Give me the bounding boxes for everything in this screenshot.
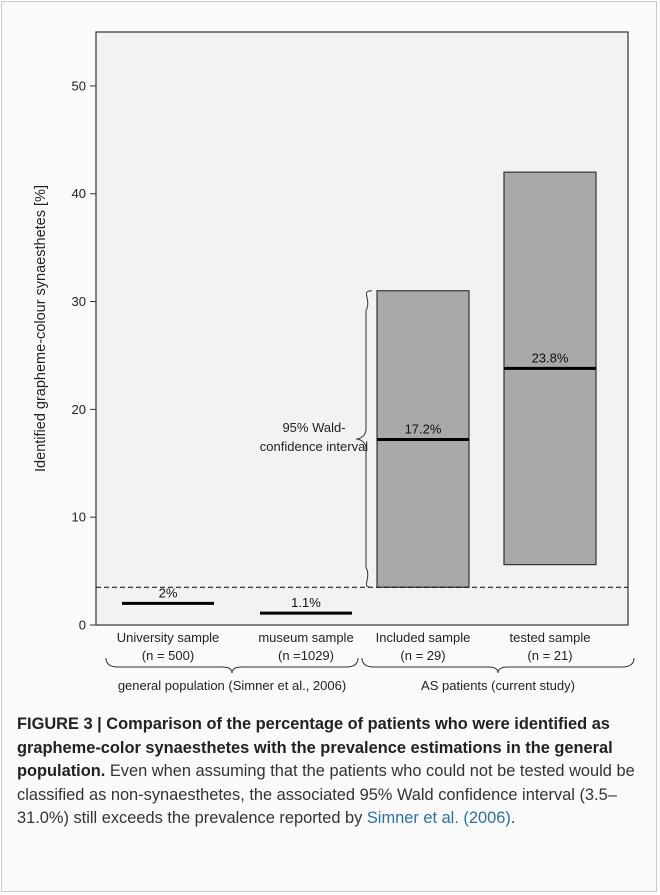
ci-brace — [355, 290, 373, 588]
category-label: Included sample — [376, 630, 471, 645]
category-n-label: (n =1029) — [278, 648, 334, 663]
y-tick-label: 10 — [72, 510, 86, 525]
value-label: 17.2% — [405, 422, 442, 437]
y-tick-label: 30 — [72, 294, 86, 309]
caption-citation-link[interactable]: Simner et al. (2006) — [366, 809, 511, 827]
y-tick-label: 0 — [79, 618, 86, 633]
y-tick-label: 50 — [72, 78, 86, 93]
category-label: tested sample — [510, 630, 591, 645]
y-axis-label: Identified grapheme-colour synaesthetes … — [33, 185, 49, 472]
y-tick-label: 40 — [72, 186, 86, 201]
chart: 0 10 20 30 40 50 Identified grapheme-colour sy… — [33, 31, 635, 693]
group-label: AS patients (current study) — [421, 678, 575, 693]
value-label: 23.8% — [532, 350, 569, 365]
category-n-label: (n = 500) — [142, 648, 194, 663]
group-brace — [105, 657, 359, 674]
caption-end: . — [510, 809, 516, 827]
caption-text: Even when assuming that the patients who… — [17, 762, 635, 827]
figure-caption: FIGURE 3 | Comparison of the percentage … — [17, 713, 643, 831]
group-label: general population (Simner et al., 2006) — [118, 678, 346, 693]
group-brace — [361, 657, 635, 674]
category-label: University sample — [117, 630, 220, 645]
category-n-label: (n = 29) — [400, 648, 445, 663]
annotation-text: confidence interval — [260, 439, 369, 454]
value-label: 2% — [159, 585, 178, 600]
annotation-text: 95% Wald- — [282, 420, 345, 435]
category-n-label: (n = 21) — [527, 648, 572, 663]
category-label: museum sample — [258, 630, 353, 645]
y-tick-label: 20 — [72, 402, 86, 417]
caption-title: FIGURE 3 | Comparison of the percentage … — [17, 715, 613, 780]
value-label: 1.1% — [291, 595, 321, 610]
